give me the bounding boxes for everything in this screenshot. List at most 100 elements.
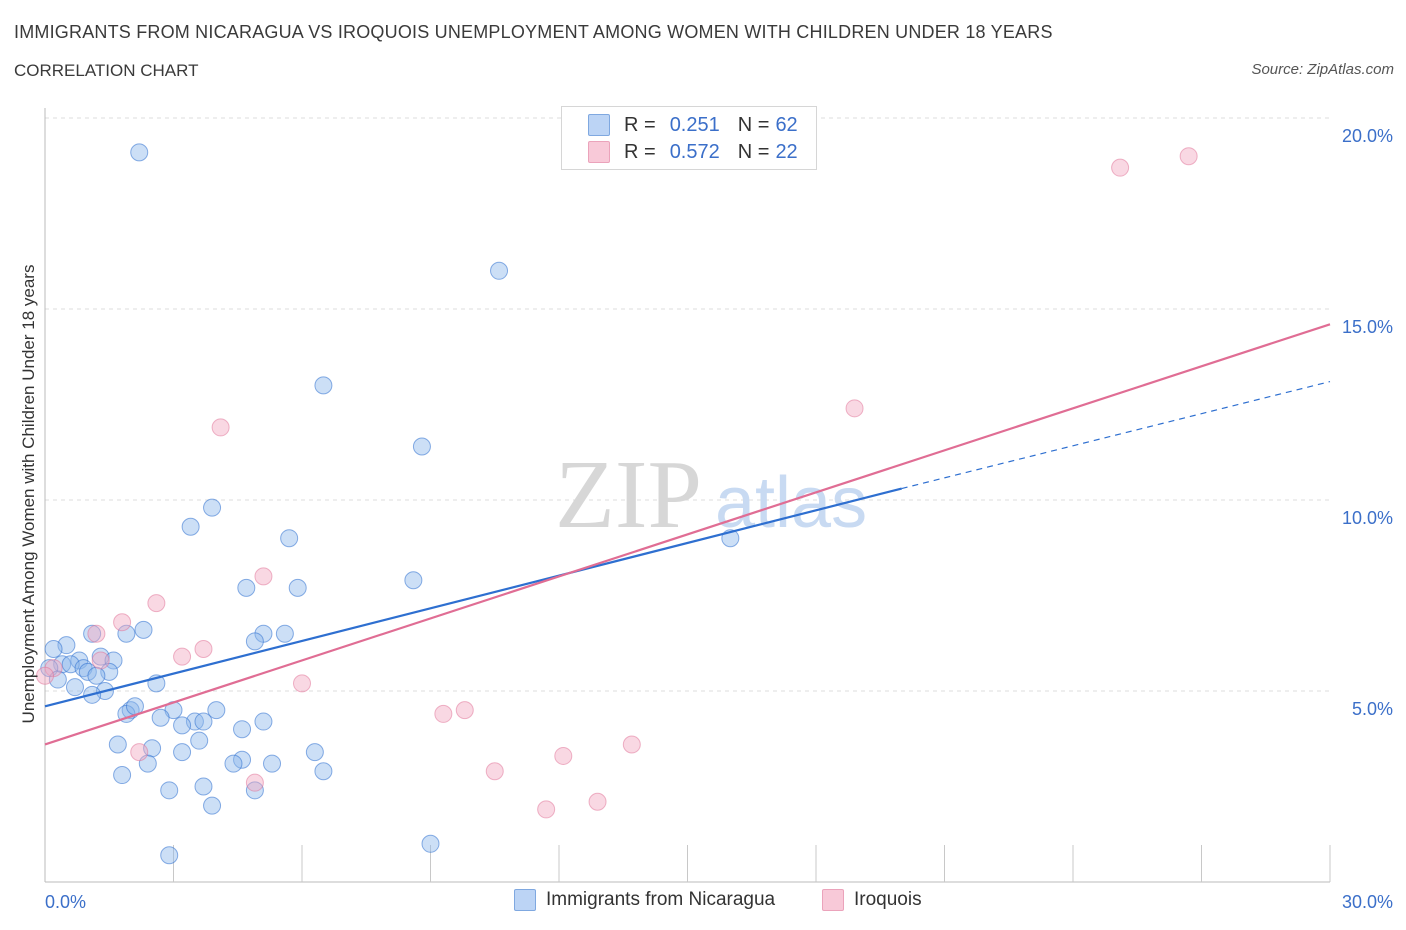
- data-point-iroquois: [173, 647, 192, 666]
- data-point-nicaragua: [181, 517, 200, 536]
- bottom-legend-label-iroquois: Iroquois: [854, 889, 922, 910]
- data-point-iroquois: [147, 594, 166, 613]
- y-tick-label: 5.0%: [1352, 699, 1393, 719]
- data-point-nicaragua: [245, 781, 264, 800]
- series-nicaragua-points: [40, 143, 740, 865]
- data-point-nicaragua: [207, 701, 226, 720]
- data-point-nicaragua: [117, 624, 136, 643]
- data-point-nicaragua: [404, 571, 423, 590]
- chart-title: IMMIGRANTS FROM NICARAGUA VS IROQUOIS UN…: [14, 22, 1053, 42]
- data-point-nicaragua: [280, 529, 299, 548]
- data-point-nicaragua: [275, 624, 294, 643]
- data-point-nicaragua: [104, 651, 123, 670]
- legend-n-value: 22: [775, 140, 798, 163]
- legend-row-iroquois: R = 0.572 N = 22: [588, 140, 798, 164]
- data-point-nicaragua: [160, 781, 179, 800]
- data-point-nicaragua: [224, 754, 243, 773]
- data-point-nicaragua: [412, 437, 431, 456]
- source-credit: Source: ZipAtlas.com: [1251, 61, 1394, 78]
- data-point-nicaragua: [203, 796, 222, 815]
- data-point-iroquois: [293, 674, 311, 693]
- data-point-nicaragua: [237, 578, 256, 597]
- watermark-zip: ZIP: [555, 441, 702, 549]
- legend-swatch-iroquois: [588, 141, 610, 163]
- bottom-legend-iroquois: Iroquois: [822, 889, 922, 911]
- data-point-nicaragua: [113, 766, 132, 785]
- data-point-iroquois: [87, 624, 106, 643]
- data-point-nicaragua: [78, 662, 97, 681]
- data-point-nicaragua: [288, 578, 307, 597]
- data-point-nicaragua: [421, 834, 440, 853]
- data-point-iroquois: [113, 613, 132, 632]
- x-tick-label: 0.0%: [45, 892, 86, 912]
- data-point-nicaragua: [314, 762, 333, 781]
- data-point-nicaragua: [233, 720, 252, 739]
- data-point-iroquois: [245, 773, 264, 792]
- legend-n-label: N =: [737, 140, 770, 163]
- data-point-iroquois: [211, 418, 230, 437]
- series-iroquois-points: [36, 147, 1198, 819]
- axes: [44, 108, 1331, 883]
- data-point-iroquois: [622, 735, 641, 754]
- legend-r-label: R =: [624, 140, 656, 163]
- y-tick-label: 10.0%: [1342, 508, 1393, 528]
- data-point-iroquois: [130, 743, 149, 762]
- data-point-iroquois: [254, 567, 273, 586]
- legend-r-value: 0.572: [669, 140, 720, 163]
- data-point-nicaragua: [254, 712, 273, 731]
- legend-r-label: R =: [624, 113, 656, 136]
- data-point-nicaragua: [203, 498, 222, 517]
- grid-lines: [45, 117, 1330, 692]
- data-point-nicaragua: [173, 716, 192, 735]
- data-point-nicaragua: [87, 666, 106, 685]
- y-tick-label: 20.0%: [1342, 126, 1393, 146]
- data-point-iroquois: [36, 666, 54, 685]
- data-point-nicaragua: [65, 678, 84, 697]
- data-point-nicaragua: [130, 143, 149, 162]
- data-point-nicaragua: [190, 731, 209, 750]
- data-point-iroquois: [91, 651, 110, 670]
- data-point-iroquois: [1179, 147, 1198, 166]
- data-point-iroquois: [485, 762, 504, 781]
- data-point-nicaragua: [44, 639, 63, 658]
- correlation-legend: R = 0.251 N = 62 R = 0.572 N = 22: [561, 106, 817, 170]
- bottom-legend-swatch-iroquois: [822, 889, 844, 911]
- legend-swatch-nicaragua: [588, 114, 610, 136]
- data-point-nicaragua: [134, 620, 153, 639]
- data-point-nicaragua: [151, 708, 170, 727]
- bottom-legend-nicaragua: Immigrants from Nicaragua: [514, 889, 775, 911]
- y-axis-label: Unemployment Among Women with Children U…: [19, 265, 38, 724]
- trend-lines: [44, 323, 1331, 746]
- data-point-nicaragua: [194, 712, 213, 731]
- tick-labels: 5.0% 10.0% 15.0% 20.0% 0.0% 30.0%: [45, 126, 1393, 912]
- chart-subtitle: CORRELATION CHART: [14, 61, 199, 80]
- data-point-iroquois: [537, 800, 556, 819]
- data-point-nicaragua: [263, 754, 282, 773]
- data-point-nicaragua: [194, 777, 213, 796]
- data-point-iroquois: [434, 704, 453, 723]
- data-point-iroquois: [845, 399, 864, 418]
- data-point-nicaragua: [83, 624, 102, 643]
- data-point-nicaragua: [305, 743, 324, 762]
- bottom-legend-label-nicaragua: Immigrants from Nicaragua: [546, 889, 776, 910]
- data-point-nicaragua: [245, 632, 264, 651]
- watermark: ZIP atlas: [555, 441, 867, 549]
- data-point-nicaragua: [314, 376, 333, 395]
- data-point-nicaragua: [233, 750, 252, 769]
- data-point-nicaragua: [490, 261, 509, 280]
- data-point-iroquois: [194, 639, 213, 658]
- y-tick-label: 15.0%: [1342, 317, 1393, 337]
- x-tick-label: 30.0%: [1342, 892, 1393, 912]
- legend-r-value: 0.251: [669, 113, 720, 136]
- legend-n-value: 62: [775, 113, 798, 136]
- legend-n-label: N =: [737, 113, 770, 136]
- data-point-iroquois: [554, 746, 573, 765]
- trend-line-iroquois: [44, 323, 1331, 746]
- legend-row-nicaragua: R = 0.251 N = 62: [588, 113, 798, 137]
- data-point-iroquois: [588, 792, 607, 811]
- bottom-legend-swatch-nicaragua: [514, 889, 536, 911]
- data-point-nicaragua: [173, 743, 192, 762]
- data-point-iroquois: [1111, 158, 1130, 177]
- trend-line-nicaragua-extension: [901, 380, 1331, 490]
